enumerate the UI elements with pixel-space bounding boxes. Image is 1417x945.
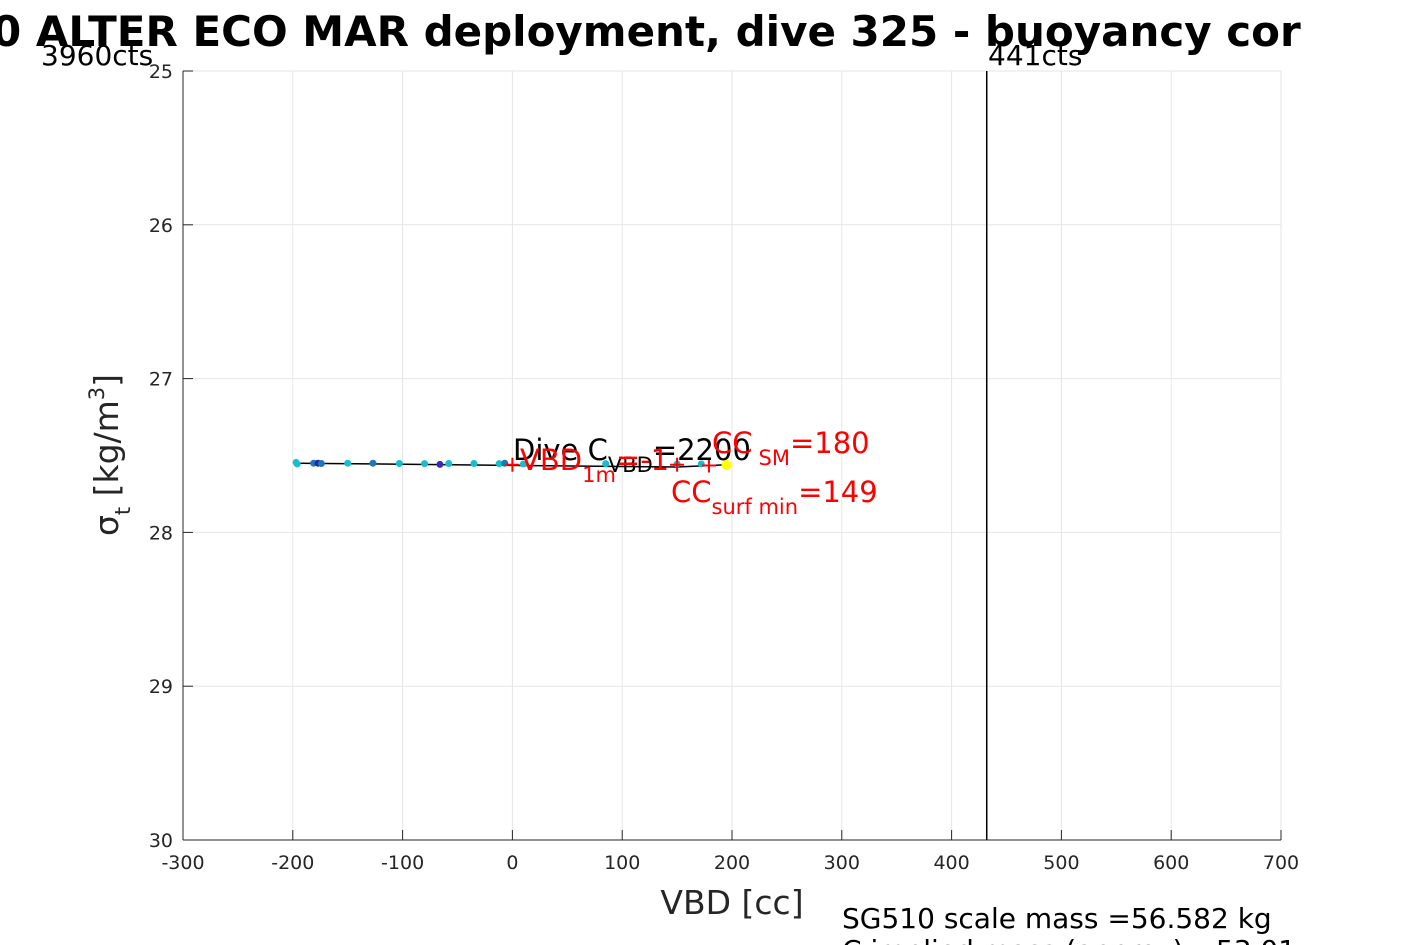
y-tick-label: 27 xyxy=(149,369,173,391)
cc-surf-min-annotation: CCsurf min=149 xyxy=(671,475,878,519)
x-tick-label: 0 xyxy=(506,852,518,874)
cc-surf-main: CC xyxy=(671,475,712,509)
footer-scale-mass: SG510 scale mass =56.582 kg xyxy=(842,902,1272,935)
y-tick-label: 26 xyxy=(149,215,173,237)
y-tick-label: 30 xyxy=(149,830,173,852)
dive-c-vbd-annotation: Dive CVBD=2200 xyxy=(513,433,751,477)
top-left-count-label: 3960cts xyxy=(41,39,153,72)
y-axis-label-sup: 3 xyxy=(85,387,109,400)
data-point xyxy=(395,459,403,467)
y-tick-label: 29 xyxy=(149,676,173,698)
data-point xyxy=(721,460,732,471)
x-tick-labels: -300 -200 -100 0 100 200 300 400 500 600 700 xyxy=(161,852,1299,874)
cc-sm-value: =180 xyxy=(790,426,870,460)
x-tick-label: 200 xyxy=(714,852,750,874)
x-tick-label: 700 xyxy=(1263,852,1299,874)
y-axis-label-unit: [kg/m xyxy=(87,400,126,507)
footer-implied-mass: C implied mass (approx) =53.01 xyxy=(842,934,1296,945)
axes xyxy=(182,70,1282,841)
chart-title: 0 ALTER ECO MAR deployment, dive 325 - b… xyxy=(0,7,1301,56)
y-axis-label-sigma: σ xyxy=(87,515,126,536)
dive-c-main: Dive C xyxy=(513,433,608,467)
x-tick-label: 400 xyxy=(933,852,969,874)
y-axis-label: σt [kg/m3] xyxy=(85,374,135,536)
y-axis-label-unit-close: ] xyxy=(87,374,126,387)
cc-sm-annotation: CC SM=180 xyxy=(712,426,870,470)
y-tick-label: 25 xyxy=(149,61,173,83)
data-point xyxy=(602,460,610,468)
x-tick-label: -100 xyxy=(381,852,424,874)
red-plus-marker xyxy=(670,457,685,472)
data-point xyxy=(317,459,325,467)
data-point xyxy=(519,460,527,468)
data-point xyxy=(421,460,429,468)
data-point xyxy=(369,459,377,467)
y-tick-label: 28 xyxy=(149,522,173,544)
vbd-1m-annotation: VBD1m=-1 xyxy=(520,443,669,487)
dive-c-sub: VBD xyxy=(608,453,653,477)
data-point xyxy=(495,460,503,468)
x-tick-label: 100 xyxy=(604,852,640,874)
data-point xyxy=(436,460,444,468)
x-tick-label: -300 xyxy=(161,852,204,874)
x-tick-label: 600 xyxy=(1153,852,1189,874)
data-point xyxy=(445,459,453,467)
cc-surf-sub: surf min xyxy=(712,495,799,519)
vbd-value: =-1 xyxy=(616,443,669,477)
red-markers xyxy=(505,457,716,473)
vbd-main: VBD xyxy=(520,443,582,477)
cc-surf-value: =149 xyxy=(798,475,878,509)
data-point xyxy=(344,459,352,467)
y-tick-labels: 25 26 27 28 29 30 xyxy=(149,61,173,852)
top-right-count-label: 441cts xyxy=(988,39,1082,72)
data-point xyxy=(470,459,478,467)
x-tick-label: 300 xyxy=(824,852,860,874)
x-axis-label: VBD [cc] xyxy=(660,883,803,922)
y-axis-label-sub: t xyxy=(111,507,135,515)
x-tick-label: -200 xyxy=(271,852,314,874)
red-plus-marker xyxy=(701,458,716,473)
vbd-sub: 1m xyxy=(582,463,616,487)
cc-sm-main: CC xyxy=(712,426,753,460)
x-tick-label: 500 xyxy=(1043,852,1079,874)
data-point xyxy=(293,460,301,468)
cc-sm-sub: SM xyxy=(759,446,790,470)
dive-c-value: =2200 xyxy=(653,433,751,467)
red-plus-marker xyxy=(505,457,520,472)
